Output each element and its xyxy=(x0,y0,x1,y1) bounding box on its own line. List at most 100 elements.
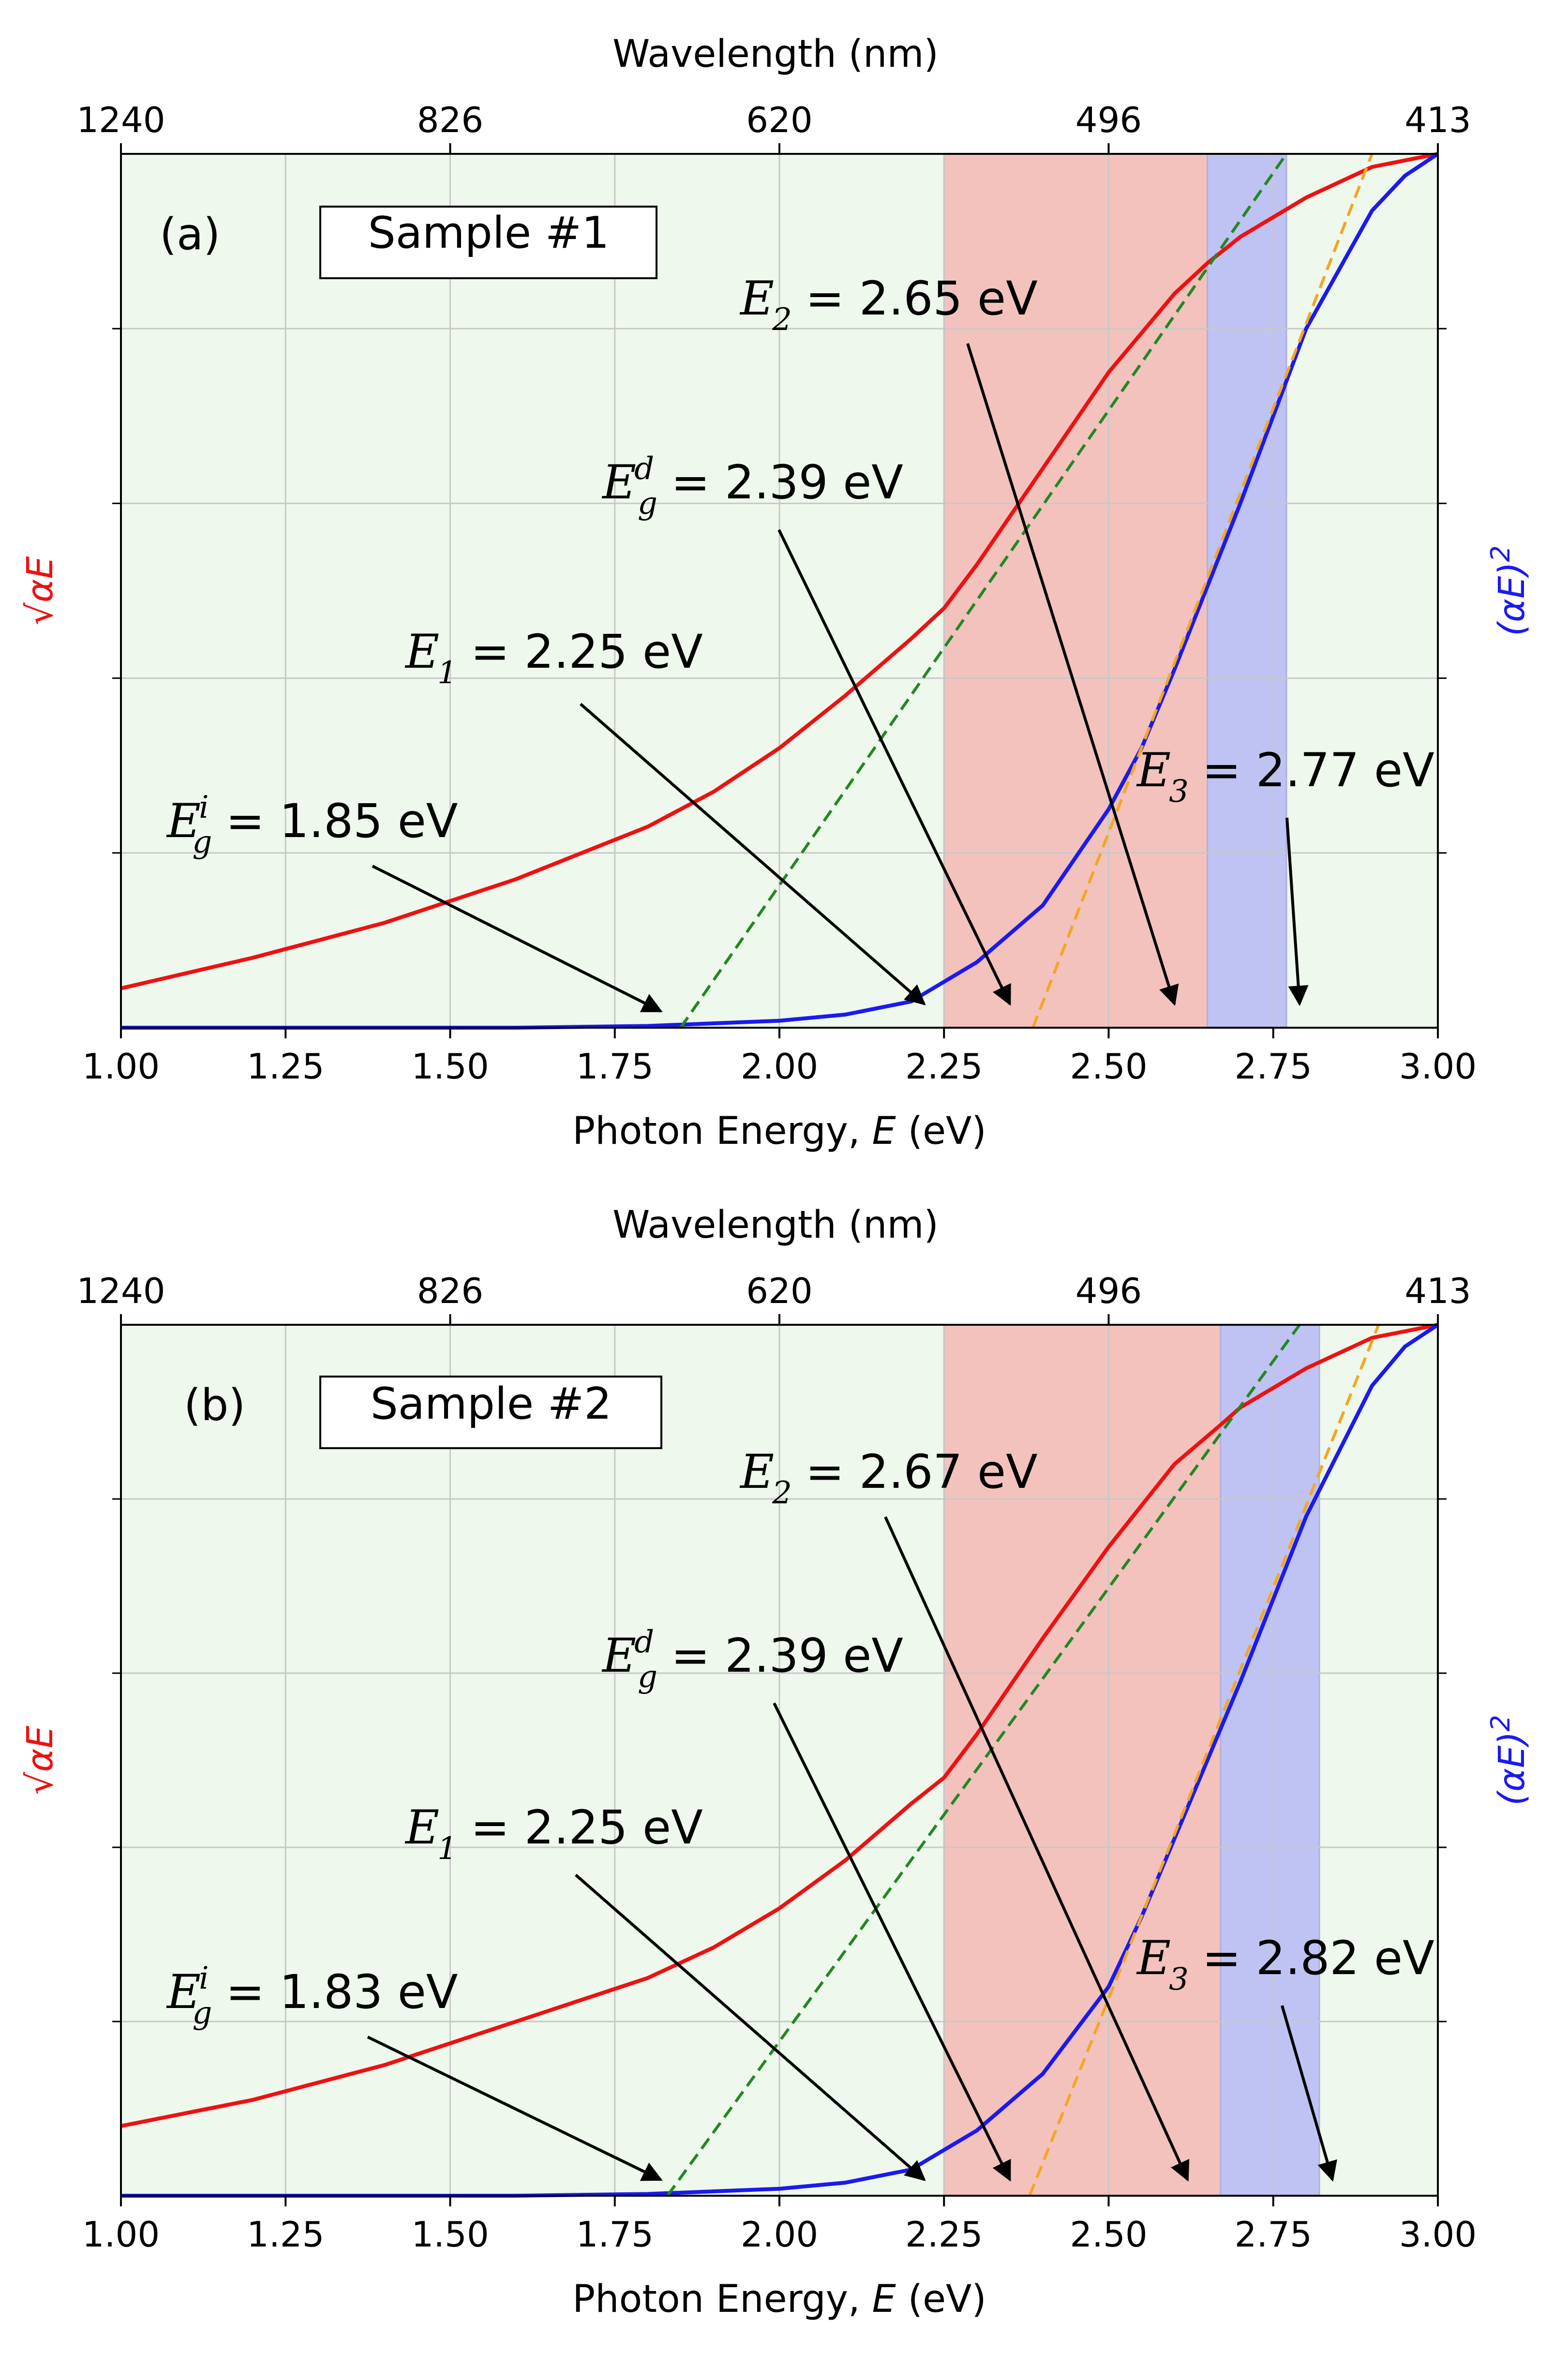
energy-annotation: E2 = 2.65 eV xyxy=(739,271,1038,338)
region-green xyxy=(121,154,944,1028)
top-tick-label: 1240 xyxy=(76,100,165,140)
annotation-value: = 2.39 eV xyxy=(671,455,903,509)
annotation-arrow xyxy=(777,529,1012,1006)
annotation-arrow xyxy=(372,865,663,1013)
panel-label: (b) xyxy=(184,1380,245,1431)
annotation-arrow xyxy=(773,1702,1012,2182)
tangent-line-left xyxy=(666,1324,1301,2197)
y-axis-label-right-exp: 2 xyxy=(1485,1715,1516,1731)
alpha-e-squared-curve xyxy=(121,1323,1439,2198)
annotation-arrow xyxy=(884,1516,1190,2182)
panel-label: (a) xyxy=(160,209,220,260)
x-tick-label: 2.75 xyxy=(1235,2214,1312,2255)
annotation-value: = 2.82 eV xyxy=(1202,1931,1434,1985)
x-tick-label: 1.75 xyxy=(576,1046,654,1087)
sample-box xyxy=(319,206,657,279)
annotation-superscript: d xyxy=(634,1624,654,1660)
annotation-subscript: 1 xyxy=(437,1831,457,1867)
top-tick-label: 496 xyxy=(1075,100,1142,140)
region-red xyxy=(944,1325,1221,2196)
sample-label: Sample #1 xyxy=(368,208,610,258)
x-tick-label: 2.75 xyxy=(1235,1046,1312,1087)
region-blue xyxy=(1207,154,1286,1028)
tangent-line-right xyxy=(1031,153,1374,1029)
region-green xyxy=(121,1325,944,2196)
x-tick-label: 1.00 xyxy=(82,2214,160,2255)
annotation-arrow xyxy=(966,343,1179,1006)
x-tick-label: 1.00 xyxy=(82,1046,160,1087)
annotation-symbol: E xyxy=(166,1965,201,2019)
top-tick-label: 413 xyxy=(1404,1271,1471,1311)
annotation-superscript: d xyxy=(634,451,654,487)
annotation-value: = 2.25 eV xyxy=(471,625,703,679)
top-tick-label: 620 xyxy=(746,1271,812,1311)
annotation-value: = 1.85 eV xyxy=(226,794,458,848)
energy-annotation: E2 = 2.67 eV xyxy=(739,1445,1038,1511)
annotation-arrow xyxy=(367,2036,663,2181)
annotation-symbol: E xyxy=(601,455,636,509)
tangent-line-left xyxy=(679,153,1288,1029)
annotation-symbol: E xyxy=(1136,1931,1171,1985)
x-axis-label-text: Photon Energy, xyxy=(572,1109,872,1153)
x-tick-label: 2.50 xyxy=(1070,1046,1147,1087)
annotation-value: = 2.25 eV xyxy=(471,1800,703,1855)
x-tick-label: 2.00 xyxy=(741,2214,818,2255)
x-tick-label: 2.25 xyxy=(905,1046,983,1087)
energy-annotation: Ei g = 1.85 eV xyxy=(166,790,458,860)
x-axis-label-var: E xyxy=(872,2277,896,2321)
x-tick-label: 2.00 xyxy=(741,1046,818,1087)
top-tick-label: 496 xyxy=(1075,1271,1142,1311)
annotation-subscript: g xyxy=(193,1995,212,2031)
annotation-subscript: 1 xyxy=(437,655,457,691)
region-green xyxy=(1286,154,1438,1028)
top-axis-label: Wavelength (nm) xyxy=(612,32,939,76)
top-tick-label: 620 xyxy=(746,100,812,140)
top-tick-label: 413 xyxy=(1404,100,1471,140)
annotation-superscript: i xyxy=(199,1961,209,1996)
y-axis-label-right-base: (αE) xyxy=(1491,1732,1533,1806)
annotation-value: = 2.65 eV xyxy=(806,271,1038,326)
top-tick-label: 826 xyxy=(417,100,483,140)
y-axis-label-right-exp: 2 xyxy=(1485,545,1516,562)
energy-annotation: Ed g = 2.39 eV xyxy=(601,451,903,522)
x-axis-label-unit: (eV) xyxy=(896,1109,986,1153)
x-tick-label: 3.00 xyxy=(1399,2214,1477,2255)
x-tick-label: 3.00 xyxy=(1399,1046,1477,1087)
region-green xyxy=(1319,1325,1438,2196)
region-blue xyxy=(1220,1325,1320,2196)
annotation-symbol: E xyxy=(404,1800,439,1855)
annotation-symbol: E xyxy=(404,625,439,679)
energy-annotation: E1 = 2.25 eV xyxy=(404,625,703,691)
annotation-subscript: 2 xyxy=(772,1475,792,1511)
energy-annotation: E3 = 2.82 eV xyxy=(1136,1931,1434,1997)
annotation-symbol: E xyxy=(739,1445,774,1499)
annotation-subscript: g xyxy=(638,1659,657,1695)
annotation-symbol: E xyxy=(739,271,774,326)
annotation-arrow xyxy=(580,703,926,1005)
x-tick-label: 1.25 xyxy=(247,2214,324,2255)
annotation-value: = 1.83 eV xyxy=(226,1965,458,2019)
x-axis-label: Photon Energy, E (eV) xyxy=(572,1109,986,1153)
panel-b: 1.00 1.25 1.50 1.75 2.00 2.25 2.50 2.75 3.00 1240… xyxy=(19,1203,1533,2321)
annotation-symbol: E xyxy=(1136,743,1171,797)
alpha-e-squared-curve xyxy=(121,152,1439,1030)
energy-annotation: Ei g = 1.83 eV xyxy=(166,1961,458,2031)
annotation-value: = 2.39 eV xyxy=(671,1629,903,1683)
annotation-subscript: 2 xyxy=(772,302,792,338)
tangent-line-right xyxy=(1028,1324,1380,2197)
y-axis-label-left: √αE xyxy=(19,556,61,625)
x-tick-label: 2.25 xyxy=(905,2214,983,2255)
x-axis-label-unit: (eV) xyxy=(896,2277,986,2321)
x-axis-label: Photon Energy, E (eV) xyxy=(572,2277,986,2321)
y-axis-label-right-base: (αE) xyxy=(1491,562,1533,636)
top-tick-label: 826 xyxy=(417,1271,483,1311)
sample-box xyxy=(319,1376,662,1449)
annotation-arrow xyxy=(575,1873,926,2181)
annotation-arrow xyxy=(1285,817,1309,1006)
annotation-value: = 2.67 eV xyxy=(806,1445,1038,1499)
annotation-symbol: E xyxy=(601,1629,636,1683)
y-axis-label-right: (αE)2 xyxy=(1485,1715,1533,1806)
panel-a: 1.00 1.25 1.50 1.75 2.00 2.25 2.50 2.75 3.00 1240… xyxy=(19,32,1533,1153)
annotation-subscript: g xyxy=(193,824,212,860)
